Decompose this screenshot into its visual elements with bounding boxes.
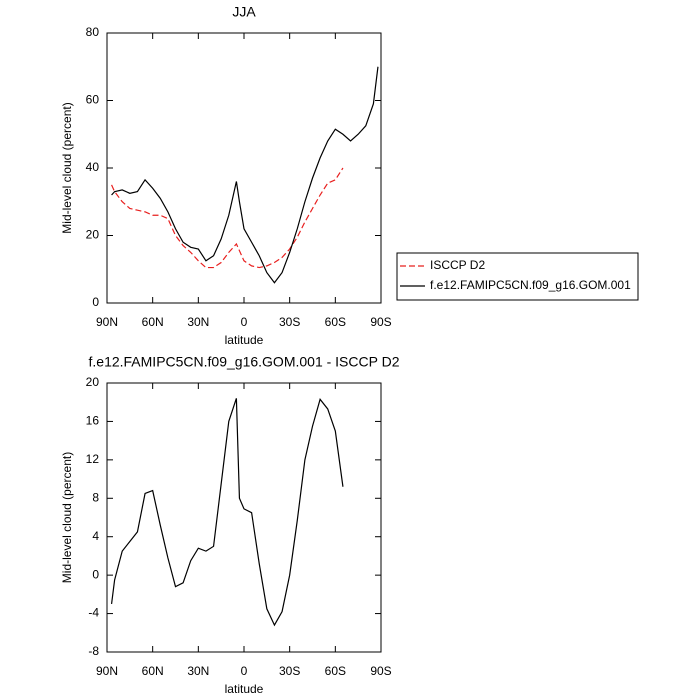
y-tick-label: 16	[86, 414, 100, 428]
x-tick-label: 60S	[325, 315, 346, 329]
y-tick-label: -4	[88, 606, 99, 620]
data-line	[111, 167, 344, 269]
legend-box	[396, 252, 639, 301]
y-tick-label: 12	[86, 452, 100, 466]
y-axis-label: Mid-level cloud (percent)	[60, 102, 74, 233]
x-tick-label: 90S	[370, 315, 391, 329]
y-tick-label: 4	[92, 529, 99, 543]
x-tick-label: 60N	[142, 315, 164, 329]
x-tick-label: 90S	[370, 664, 391, 678]
x-axis-label: latitude	[225, 333, 264, 347]
plot-frame	[106, 32, 382, 304]
y-tick-label: 0	[92, 295, 99, 309]
x-tick-label: 60N	[142, 664, 164, 678]
x-tick-label: 30S	[279, 315, 300, 329]
x-tick-label: 90N	[96, 315, 118, 329]
y-tick-label: 80	[86, 25, 100, 39]
data-line	[110, 398, 344, 627]
y-axis-label: Mid-level cloud (percent)	[60, 452, 74, 583]
legend-label: f.e12.FAMIPC5CN.f09_g16.GOM.001	[430, 278, 631, 292]
y-tick-label: 60	[86, 93, 100, 107]
y-tick-label: 40	[86, 160, 100, 174]
y-tick-label: 0	[92, 567, 99, 581]
x-tick-label: 0	[241, 664, 248, 678]
y-tick-label: -8	[88, 644, 99, 658]
x-tick-label: 90N	[96, 664, 118, 678]
x-tick-label: 0	[241, 315, 248, 329]
y-tick-label: 20	[86, 228, 100, 242]
x-tick-label: 30S	[279, 664, 300, 678]
x-tick-label: 60S	[325, 664, 346, 678]
chart-title: f.e12.FAMIPC5CN.f09_g16.GOM.001 - ISCCP …	[89, 354, 400, 370]
x-axis-label: latitude	[225, 682, 264, 696]
legend-label: ISCCP D2	[430, 258, 485, 272]
chart-title: JJA	[232, 4, 256, 20]
data-line	[111, 66, 379, 284]
x-tick-label: 30N	[187, 315, 209, 329]
plot-frame	[106, 382, 382, 653]
x-tick-label: 30N	[187, 664, 209, 678]
y-tick-label: 20	[86, 375, 100, 389]
y-tick-label: 8	[92, 490, 99, 504]
